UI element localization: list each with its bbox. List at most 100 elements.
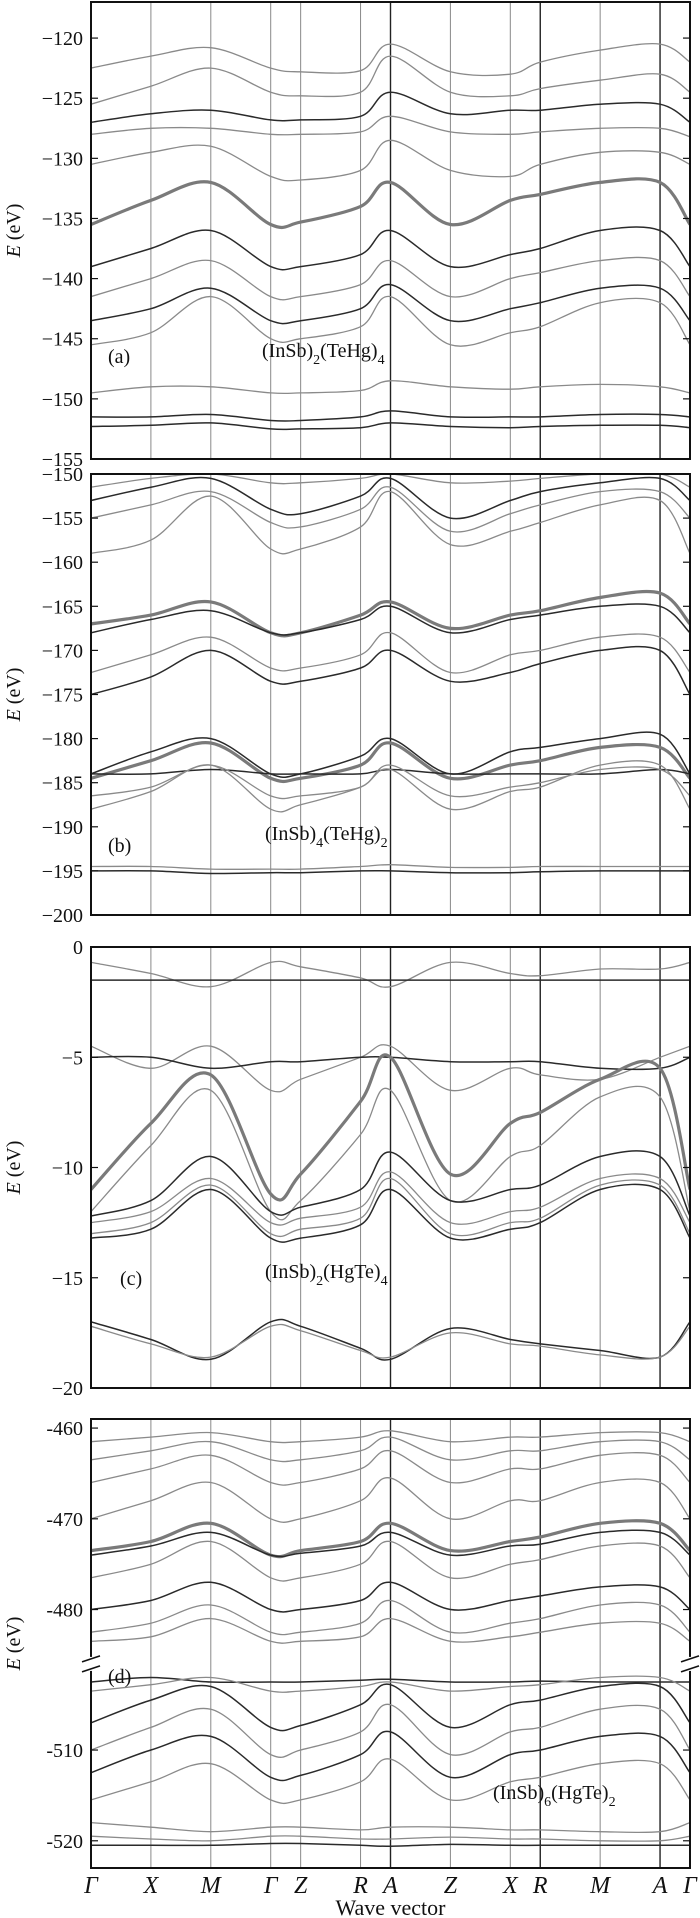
band-line	[91, 139, 690, 182]
band-line	[91, 864, 690, 870]
y-tick-label: −195	[42, 861, 83, 883]
band-line	[91, 1842, 690, 1847]
y-tick-label: −175	[42, 685, 83, 707]
kpoint-label: R	[532, 1873, 548, 1899]
x-axis-title: Wave vector	[336, 1895, 447, 1918]
kpoint-label: R	[352, 1873, 368, 1899]
band-line	[91, 1177, 690, 1238]
band-line	[91, 1450, 690, 1486]
compound-label: (InSb)2(TeHg)4	[262, 340, 385, 368]
panel-label: (b)	[108, 835, 131, 857]
y-tick-label: -510	[46, 1740, 83, 1762]
y-axis-title: E (eV)	[3, 1617, 25, 1672]
band-line	[91, 1171, 690, 1226]
kpoint-label: Γ	[83, 1873, 99, 1899]
kpoint-label: X	[502, 1873, 519, 1899]
y-tick-label: −15	[52, 1268, 83, 1290]
band-line	[91, 1675, 690, 1693]
y-tick-label: -460	[46, 1418, 83, 1440]
kpoint-label: A	[651, 1873, 668, 1899]
y-tick-label: −180	[42, 729, 83, 751]
y-tick-label: −130	[42, 148, 83, 170]
y-tick-label: 0	[73, 937, 83, 959]
panel-d: -460 -470 -480 -510 -520 E (eV) (d) (InSb)6(HgT…	[3, 1418, 700, 1869]
kpoint-label: Z	[444, 1873, 458, 1899]
y-tick-label: −150	[42, 389, 83, 411]
kpoint-label: Γ	[682, 1873, 698, 1899]
band-line	[91, 1318, 690, 1361]
y-tick-label: −165	[42, 596, 83, 618]
band-line	[91, 869, 690, 875]
y-tick-label: −140	[42, 269, 83, 291]
y-tick-label: −185	[42, 773, 83, 795]
band-line	[91, 1676, 690, 1684]
panel-b: −150 −155 −160 −165 −170 −175 −180 −185 −190 −195…	[3, 464, 691, 927]
y-tick-label: −155	[42, 449, 83, 471]
y-tick-label: −190	[42, 817, 83, 839]
y-tick-label: −135	[42, 208, 83, 230]
band-line	[91, 115, 690, 138]
band-line	[91, 490, 690, 555]
band-line	[91, 256, 690, 301]
band-line	[91, 486, 690, 533]
plot-frame	[90, 1418, 691, 1869]
band-line	[91, 631, 690, 674]
y-tick-label: −5	[62, 1047, 83, 1069]
bands	[91, 1430, 690, 1847]
band-line	[91, 1150, 690, 1217]
axis-break-mark	[81, 1655, 101, 1663]
band-line	[91, 1436, 690, 1463]
band-line	[91, 1085, 690, 1221]
axis-break-mark	[81, 1665, 101, 1673]
panel-c: 0 −5 −10 −15 −20 E (eV) (c) (InSb)2(HgTe)4	[3, 937, 691, 1400]
panel-a: −120 −125 −130 −135 −140 −145 −150 −155 E (eV) (a…	[3, 1, 691, 471]
y-tick-label: −170	[42, 640, 83, 662]
y-tick-label: −145	[42, 329, 83, 351]
y-tick-label: −150	[42, 464, 83, 486]
band-line	[91, 1758, 690, 1805]
band-line	[91, 422, 690, 431]
band-line	[91, 1519, 690, 1559]
band-line	[91, 91, 690, 124]
panel-label: (a)	[108, 346, 130, 368]
y-tick-label: -520	[46, 1831, 83, 1853]
band-line	[91, 283, 690, 325]
band-line	[91, 960, 690, 988]
bands	[91, 43, 690, 431]
band-line	[91, 1730, 690, 1782]
kpoint-label: Z	[294, 1873, 308, 1899]
band-line	[91, 410, 690, 422]
kpoint-label: X	[143, 1873, 160, 1899]
band-line	[91, 1477, 690, 1523]
band-line	[91, 1682, 690, 1732]
band-line	[91, 177, 690, 230]
kpoint-label: A	[381, 1873, 398, 1899]
kpoint-label: Γ	[263, 1873, 279, 1899]
band-line	[91, 1053, 690, 1202]
band-line	[91, 1529, 690, 1558]
band-line	[91, 476, 690, 520]
band-line	[91, 226, 690, 271]
kpoint-label: M	[200, 1873, 223, 1899]
y-tick-label: −20	[52, 1378, 83, 1400]
y-tick-label: −155	[42, 508, 83, 530]
y-tick-label: −160	[42, 552, 83, 574]
y-tick-label: -480	[46, 1600, 83, 1622]
compound-label: (InSb)6(HgTe)2	[493, 1782, 616, 1810]
band-line	[91, 43, 690, 77]
band-line	[91, 1540, 690, 1582]
plot-frame	[90, 1, 691, 460]
band-line	[91, 731, 690, 779]
panel-label: (d)	[108, 1666, 131, 1688]
kpoint-label: M	[589, 1873, 612, 1899]
y-axis-title: E (eV)	[3, 1141, 25, 1196]
band-line	[91, 295, 690, 347]
band-line	[91, 603, 690, 636]
y-tick-label: −10	[52, 1158, 83, 1180]
y-tick-label: −125	[42, 88, 83, 110]
band-line	[91, 1183, 690, 1243]
band-line	[91, 741, 690, 784]
compound-label: (InSb)2(HgTe)4	[265, 1261, 388, 1289]
